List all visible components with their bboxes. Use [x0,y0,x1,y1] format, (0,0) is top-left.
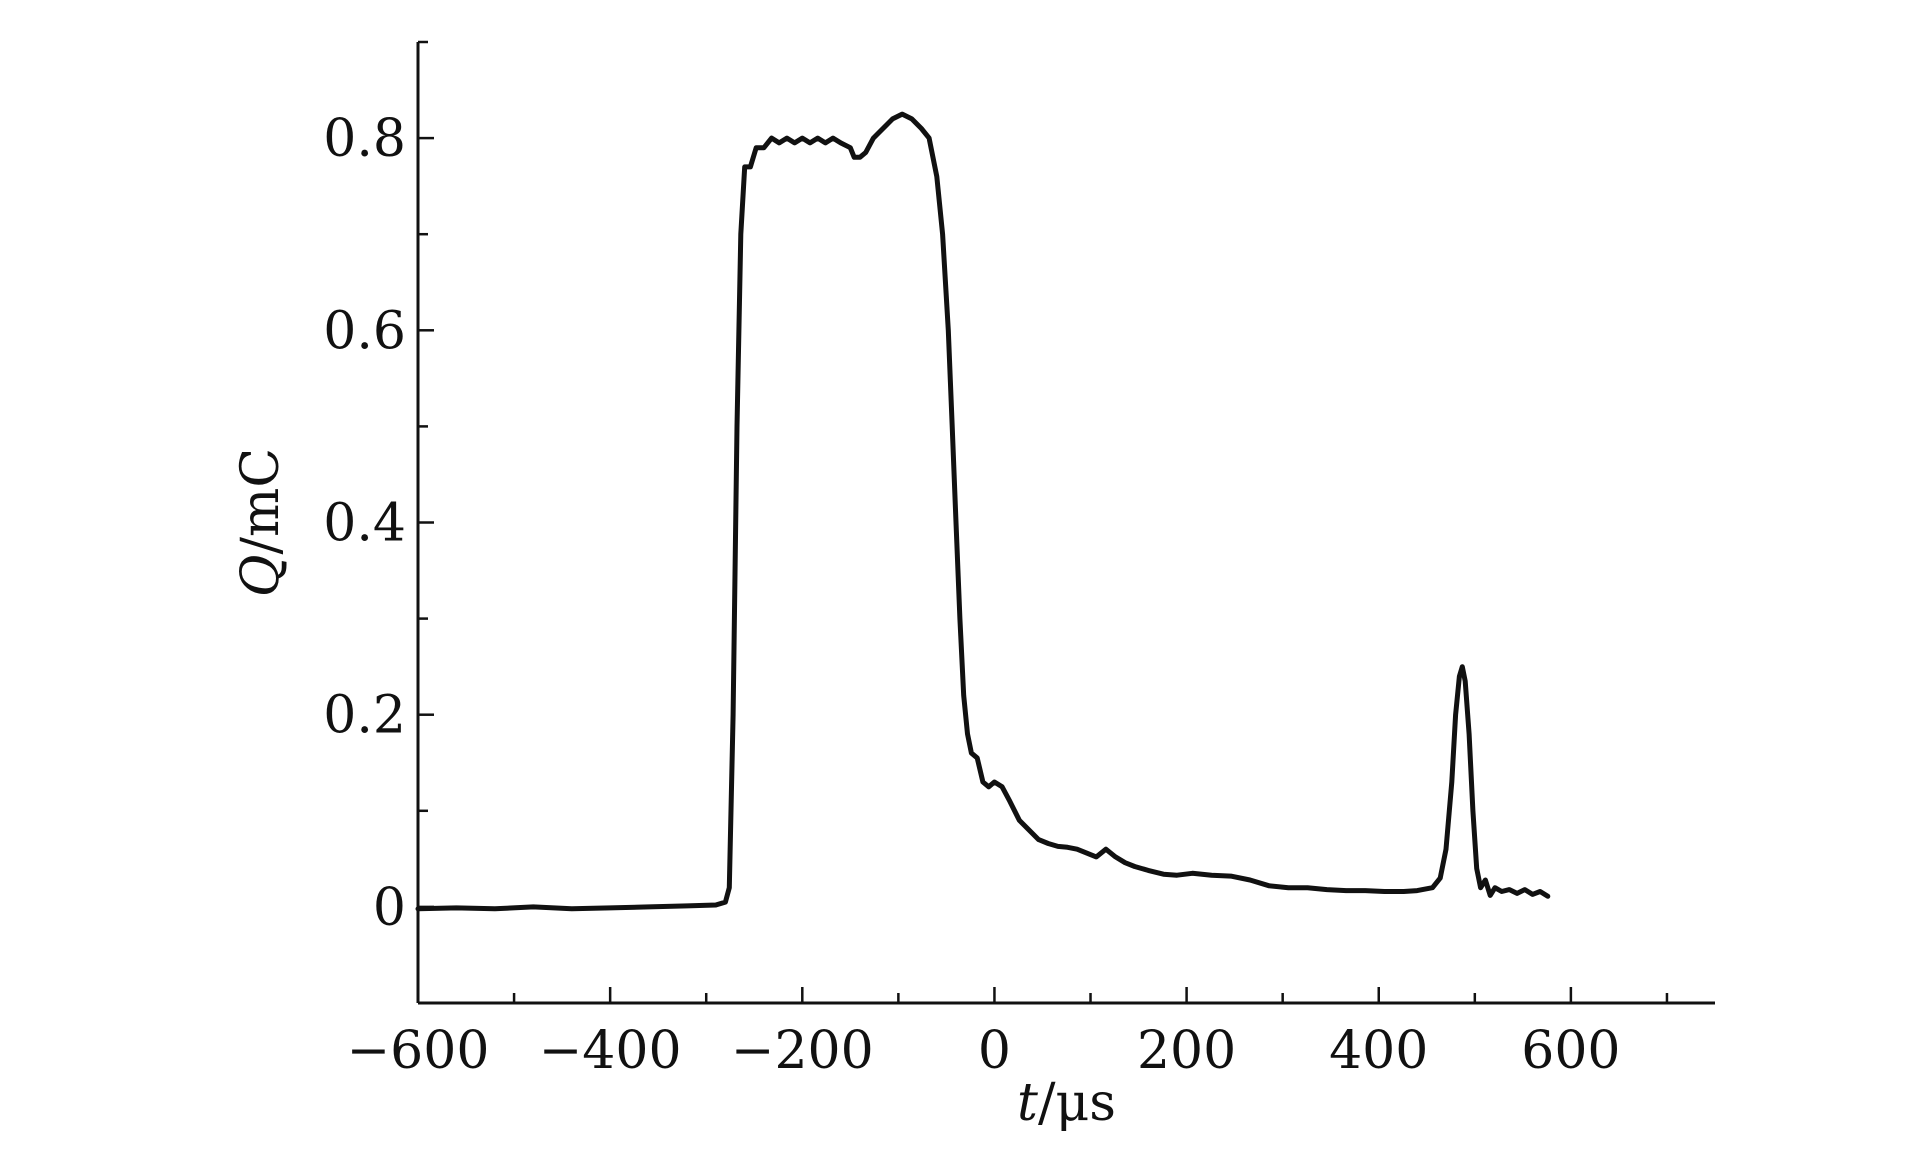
x-tick-label: −200 [731,1021,874,1081]
y-tick-label: 0.8 [323,109,406,169]
x-axis-title-unit: /μs [1038,1073,1116,1133]
x-tick-label: 0 [978,1021,1011,1081]
x-axis-title-variable: t [1017,1073,1038,1133]
y-tick-label: 0 [373,878,406,938]
y-tick-label: 0.2 [323,686,406,746]
y-axis-title-variable: Q [231,554,291,597]
series-group [415,111,1551,912]
y-axis-ticks: 0 0.2 0.4 0.6 0.8 [323,40,434,1005]
x-tick-label: 200 [1137,1021,1236,1081]
x-tick-label: −400 [539,1021,682,1081]
x-tick-label: −600 [347,1021,490,1081]
x-tick-label: 400 [1329,1021,1428,1081]
y-tick-label: 0.4 [323,494,406,554]
x-axis-ticks: −600 −400 −200 0 200 400 600 [347,987,1669,1081]
y-axis-title: Q/mC [231,448,291,597]
y-tick-label: 0.6 [323,301,406,361]
series-line [415,111,1551,912]
plot-area: 0 0.2 0.4 0.6 0.8 −600 −400 −200 0 200 400 600 [323,40,1715,1081]
y-axis-title-unit: /mC [231,448,291,555]
x-axis-title: t/μs [1017,1073,1116,1133]
x-tick-label: 600 [1521,1021,1620,1081]
